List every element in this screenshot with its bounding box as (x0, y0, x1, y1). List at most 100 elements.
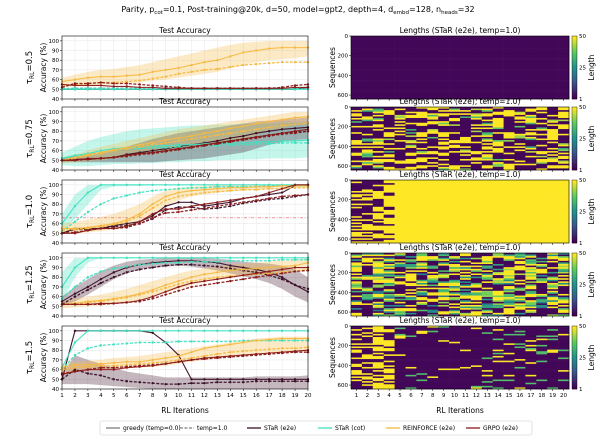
heatmap-cell (547, 297, 559, 299)
heatmap-cells (351, 107, 570, 171)
heatmap-cell (525, 114, 537, 117)
heatmap-cell (514, 138, 526, 141)
heatmap-cell (460, 308, 472, 310)
heatmap-cell (449, 279, 461, 282)
heatmap-cell (547, 214, 559, 217)
heatmap-cell (405, 154, 417, 157)
colorbar-step (572, 52, 577, 56)
heatmap-cell (438, 76, 450, 79)
heatmap-cell (503, 158, 515, 161)
heatmap-cell (416, 138, 428, 141)
y-tick-label: 90 (52, 49, 59, 55)
heatmap-cell (460, 65, 472, 68)
heatmap-cell (449, 59, 461, 62)
heatmap-cell (481, 116, 493, 119)
heatmap-cell (514, 192, 526, 195)
heatmap-cell (361, 352, 374, 355)
heatmap-cell (547, 236, 559, 239)
colorbar-step (572, 163, 577, 167)
data-point (73, 295, 77, 298)
heatmap-cell (514, 40, 526, 43)
heatmap-cell (470, 287, 483, 290)
heatmap-cell (460, 211, 472, 214)
heatmap-cell (394, 337, 406, 339)
accuracy-panel-title: Test Accuracy (158, 170, 211, 179)
heatmap-cell (361, 189, 374, 192)
heatmap-cell (514, 67, 526, 70)
heatmap-cell (558, 119, 570, 122)
data-point (177, 187, 180, 190)
heatmap-cell (536, 206, 548, 209)
heatmap-cell (351, 268, 363, 271)
heatmap-cell (405, 333, 417, 336)
heatmap-cell (361, 295, 374, 298)
data-point (125, 365, 128, 368)
heatmap-cell (416, 312, 428, 315)
heatmap-cell (514, 42, 526, 45)
heatmap-cell (405, 295, 417, 298)
heatmap-cell (558, 107, 570, 109)
heatmap-cell (416, 292, 428, 295)
data-point (190, 381, 193, 385)
heatmap-cell (503, 228, 515, 231)
heatmap-cell (394, 208, 406, 211)
data-point (99, 256, 103, 260)
heatmap-cell (351, 311, 363, 314)
heatmap-cell (558, 95, 570, 98)
data-point (293, 256, 297, 260)
heatmap-cell (558, 56, 570, 59)
heatmap-cell (525, 165, 537, 168)
heatmap-cell (547, 194, 559, 197)
heatmap-cell (547, 143, 559, 146)
heatmap-cell (525, 186, 537, 189)
heatmap-cell (394, 340, 406, 343)
heatmap-cell (372, 365, 384, 368)
data-point (164, 264, 167, 267)
heatmap-cell (481, 80, 493, 82)
row-label-tau: τ (25, 223, 35, 228)
heatmap-cell (503, 231, 515, 234)
heatmap-cell (372, 314, 384, 317)
heatmap-cell (383, 257, 395, 260)
data-point (293, 123, 297, 126)
heatmap-cell (536, 133, 548, 136)
confidence-band (62, 117, 308, 163)
heatmap-cell (394, 127, 406, 130)
heatmap-cell (492, 81, 504, 84)
data-point (125, 271, 128, 274)
heatmap-cell (361, 257, 374, 260)
heatmap-cell (503, 58, 515, 60)
data-point (99, 374, 103, 377)
heatmap-cell (449, 138, 461, 141)
series-line-star-cot--greedy (61, 330, 308, 368)
heatmap-cell (394, 384, 406, 387)
heatmap-cell (427, 195, 439, 198)
heatmap-cell (438, 51, 450, 54)
colorbar-step (572, 159, 577, 162)
heatmap-cell (361, 335, 374, 338)
heatmap-cell (351, 48, 363, 51)
heatmap-cell (558, 48, 570, 51)
heatmap-cell (470, 129, 483, 131)
heatmap-cell (503, 136, 515, 139)
heatmap-cell (383, 338, 395, 341)
heatmap-cell (361, 147, 374, 150)
data-point (267, 266, 271, 269)
data-point (190, 276, 193, 279)
heatmap-cell (361, 132, 374, 135)
heatmap-cell (427, 239, 439, 242)
heatmap-cell (449, 43, 461, 46)
data-point (242, 143, 245, 146)
heatmap-cell (481, 308, 493, 310)
heatmap-cell (470, 157, 483, 160)
heatmap-cell (383, 69, 395, 71)
data-point (99, 84, 103, 87)
heatmap-cell (492, 194, 504, 197)
series-line-reinforce-e2e--temp (61, 346, 309, 371)
series-markers (60, 261, 310, 306)
heatmap-cell (416, 290, 428, 293)
heatmap-cell (427, 236, 439, 239)
heatmap-cell (460, 301, 472, 304)
heatmap-cell (449, 50, 461, 53)
heatmap-cell (536, 39, 548, 42)
